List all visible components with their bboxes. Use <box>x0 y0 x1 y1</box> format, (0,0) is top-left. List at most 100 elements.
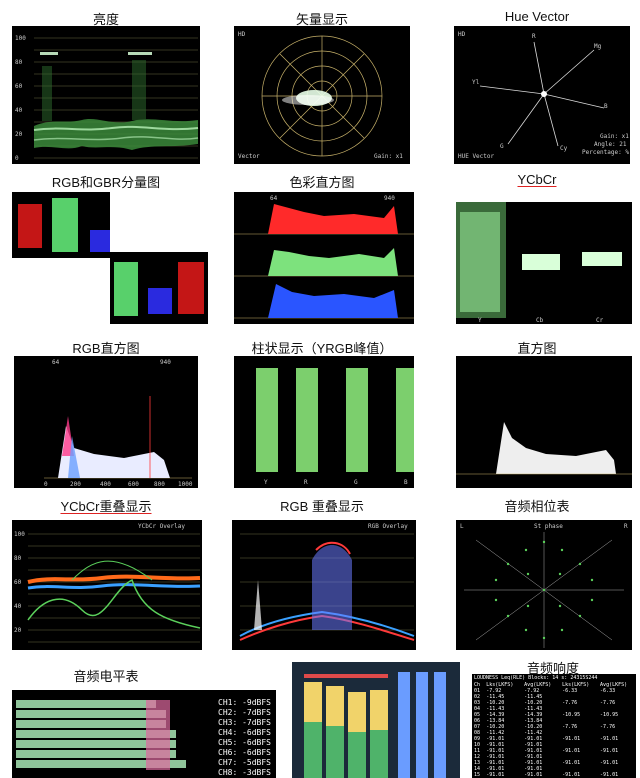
vector-gain: Gain: x1 <box>374 153 403 160</box>
channel-label: CH6: -6dBFS <box>218 748 271 757</box>
hist-label-left: 64 <box>52 359 60 366</box>
vectorscope-screen: HD Vector Gain: x1 <box>234 26 410 164</box>
tile-title: RGB直方图 <box>6 338 206 357</box>
tile-ycbcr: YCbCr Y Cb Cr <box>438 172 636 332</box>
overlay-tag: RGB Overlay <box>368 523 408 530</box>
hue-vector-screen: R Mg B Cy G Yl HD HUE Vector Gain: x1 An… <box>454 26 630 164</box>
x-tick: 1000 <box>178 481 193 488</box>
color-histogram-screen: 64 940 <box>234 192 414 324</box>
luma-scale: 100 80 60 40 20 0 <box>15 35 26 162</box>
parade-top <box>18 198 110 252</box>
scale-label: 100 <box>14 531 25 538</box>
rgb-histogram-screen: 64 940 0 200 400 600 800 1000 <box>14 356 198 488</box>
hue-mark: B <box>604 103 608 110</box>
tile-rgb-gbr-parade: RGB和GBR分量图 <box>6 172 206 332</box>
hist-green <box>268 248 398 276</box>
tile-title: 色彩直方图 <box>222 172 422 191</box>
audio-level-screen: CH1: -9dBFS CH2: -7dBFS CH3: -7dBFS CH4:… <box>12 690 276 778</box>
overlay-tag: YCbCr Overlay <box>138 523 185 530</box>
tile-title: YCbCr <box>438 172 636 187</box>
histogram-screen <box>456 356 632 488</box>
bars-screen: Y R G B <box>234 356 414 488</box>
hue-mark: Yl <box>472 79 480 86</box>
level-bars <box>16 700 216 776</box>
hue-mark: Mg <box>594 43 602 50</box>
tile-title: 柱状显示（YRGB峰值） <box>222 338 422 357</box>
tile-title: 直方图 <box>438 338 636 357</box>
rgb-overlay-screen: RGB Overlay <box>232 520 416 650</box>
scale-label: 40 <box>14 603 22 610</box>
hist-blue <box>268 284 398 318</box>
channel-label: CH4: -6dBFS <box>218 728 271 737</box>
tile-color-histogram: 色彩直方图 64 940 <box>222 172 422 332</box>
bar-label: B <box>404 479 408 486</box>
hist-label-left: 64 <box>270 195 278 202</box>
phase-r: R <box>624 523 628 530</box>
bar-label: Y <box>264 479 268 486</box>
channel-label: CH3: -7dBFS <box>218 718 271 727</box>
tile-audio-loudness: 音频响度 LOUDNESS Leq(RLE) Blocks: 14 s: 243… <box>468 662 638 778</box>
ycbcr-label: Cb <box>536 317 544 324</box>
tile-audio-level: 音频电平表 CH1: -9dBFS CH2: -7dBFS CH3: -7dBF… <box>6 662 276 778</box>
vector-trace <box>282 90 334 106</box>
scale-label: 80 <box>14 555 22 562</box>
tile-audio-phase: 音频相位表 L St phase R <box>438 496 636 656</box>
tile-vector: 矢量显示 HD Vector Gain: x1 <box>222 6 422 166</box>
x-tick: 0 <box>44 481 48 488</box>
ycbcr-overlay-screen: YCbCr Overlay 100 80 60 40 20 <box>12 520 202 650</box>
bar-b <box>396 368 414 472</box>
loudness-header: LOUDNESS Leq(RLE) Blocks: 14 s: 24315S24… <box>472 674 636 682</box>
luma-trace <box>34 52 198 150</box>
hue-info: Angle: 21 <box>594 141 627 148</box>
channel-label: CH8: -3dBFS <box>218 768 271 777</box>
hue-mark: Cy <box>560 145 568 152</box>
hist-red <box>268 204 398 234</box>
x-tick: 800 <box>154 481 165 488</box>
vector-tag-hd: HD <box>238 31 246 38</box>
ycbcr-label: Cr <box>596 317 604 324</box>
x-tick: 600 <box>128 481 139 488</box>
hist-label-right: 940 <box>384 195 395 202</box>
phase-center: St phase <box>534 523 563 530</box>
tile-ycbcr-overlay: YCbCr重叠显示 YCbCr Overlay 100 80 60 40 20 <box>6 496 206 656</box>
hist-shape <box>496 422 616 474</box>
parade-bottom <box>114 262 204 316</box>
channel-label: CH2: -7dBFS <box>218 708 271 717</box>
x-tick: 200 <box>70 481 81 488</box>
x-tick: 400 <box>100 481 111 488</box>
bars <box>256 368 414 472</box>
hue-tag-hd: HD <box>458 31 466 38</box>
bar-y <box>256 368 278 472</box>
rgb-gbr-screen <box>12 192 208 324</box>
hue-info: Percentage: % <box>582 149 629 156</box>
phase-l: L <box>460 523 464 530</box>
tile-title: 音频相位表 <box>438 496 636 515</box>
loudness-screen: LOUDNESS Leq(RLE) Blocks: 14 s: 24315S24… <box>472 674 636 778</box>
scale-label: 20 <box>15 131 23 138</box>
vector-tag-name: Vector <box>238 153 260 160</box>
bar-g <box>346 368 368 472</box>
hist-label-right: 940 <box>160 359 171 366</box>
bar-r <box>296 368 318 472</box>
scale-label: 0 <box>15 155 19 162</box>
bar-label: G <box>354 479 358 486</box>
tile-title: Hue Vector <box>438 9 636 24</box>
channel-label: CH7: -5dBFS <box>218 758 271 767</box>
scale-label: 60 <box>14 579 22 586</box>
channel-label: CH5: -6dBFS <box>218 738 271 747</box>
hue-tag-name: HUE Vector <box>458 153 495 160</box>
tile-audio-meter-color <box>292 662 462 778</box>
tile-title: 音频电平表 <box>6 666 206 685</box>
tile-bars: 柱状显示（YRGB峰值） Y R G B <box>222 338 422 490</box>
hue-info: Gain: x1 <box>600 133 629 140</box>
ycbcr-screen: Y Cb Cr <box>456 202 632 324</box>
scale-label: 40 <box>15 107 23 114</box>
loudness-table: Ch Lks(LKFS) Avg(LKFS) Lks(LKFS) Avg(LKF… <box>472 682 636 778</box>
bar-label: R <box>304 479 308 486</box>
luma-waveform-screen: 100 80 60 40 20 0 <box>12 26 200 164</box>
tile-luma: 亮度 100 80 60 40 20 0 <box>6 6 206 166</box>
hue-mark: G <box>500 143 504 150</box>
tile-title: YCbCr重叠显示 <box>6 496 206 515</box>
tile-rgb-overlay: RGB 重叠显示 RGB Overlay <box>222 496 422 656</box>
audio-meter-screen <box>292 662 460 778</box>
